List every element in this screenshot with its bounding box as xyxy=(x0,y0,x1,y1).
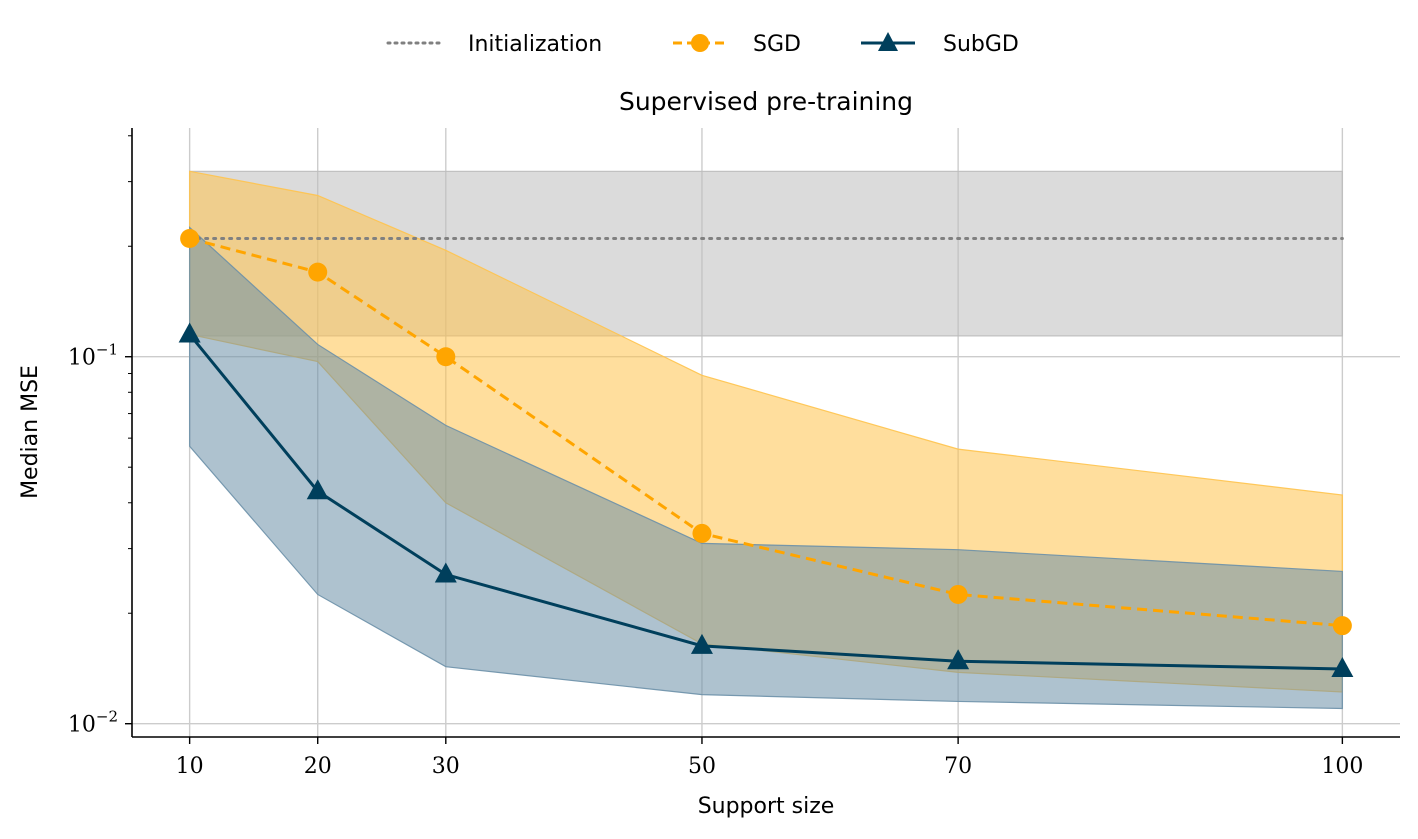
point-subgd xyxy=(1331,656,1354,677)
legend: Initialization SGD SubGD xyxy=(386,32,1019,57)
axes xyxy=(131,128,1400,738)
legend-label-subgd: SubGD xyxy=(943,32,1019,57)
point-sgd xyxy=(1332,616,1352,636)
series-lines xyxy=(188,236,1344,671)
point-sgd xyxy=(948,584,968,604)
ticks: 10 20 30 50 70 100 10−1 10−2 xyxy=(68,135,1363,779)
x-axis-label: Support size xyxy=(698,794,835,819)
point-sgd xyxy=(308,262,328,282)
confidence-bands xyxy=(189,170,1343,710)
x-tick-label: 10 xyxy=(176,754,204,779)
legend-label-sgd: SGD xyxy=(753,32,801,57)
series-markers xyxy=(178,228,1354,677)
x-tick-label: 70 xyxy=(944,754,972,779)
x-tick-label: 100 xyxy=(1321,754,1363,779)
point-subgd xyxy=(690,633,713,654)
line-subgd xyxy=(188,333,1343,671)
band-subgd xyxy=(189,226,1343,710)
point-subgd xyxy=(306,479,329,500)
point-subgd xyxy=(178,322,201,343)
x-tick-label: 50 xyxy=(688,754,716,779)
point-sgd xyxy=(180,228,200,248)
point-sgd xyxy=(692,523,712,543)
y-tick-label: 10−1 xyxy=(68,341,118,371)
legend-marker-subgd xyxy=(878,32,898,51)
line-sgd xyxy=(189,237,1343,628)
point-subgd xyxy=(434,562,457,583)
y-tick-label: 10−2 xyxy=(68,708,118,738)
x-tick-label: 30 xyxy=(432,754,460,779)
legend-label-initialization: Initialization xyxy=(468,32,602,57)
x-tick-label: 20 xyxy=(304,754,332,779)
chart-title: Supervised pre-training xyxy=(619,87,913,116)
point-sgd xyxy=(436,347,456,367)
point-subgd xyxy=(947,649,970,670)
legend-marker-sgd xyxy=(691,34,709,52)
y-axis-label: Median MSE xyxy=(18,365,43,499)
